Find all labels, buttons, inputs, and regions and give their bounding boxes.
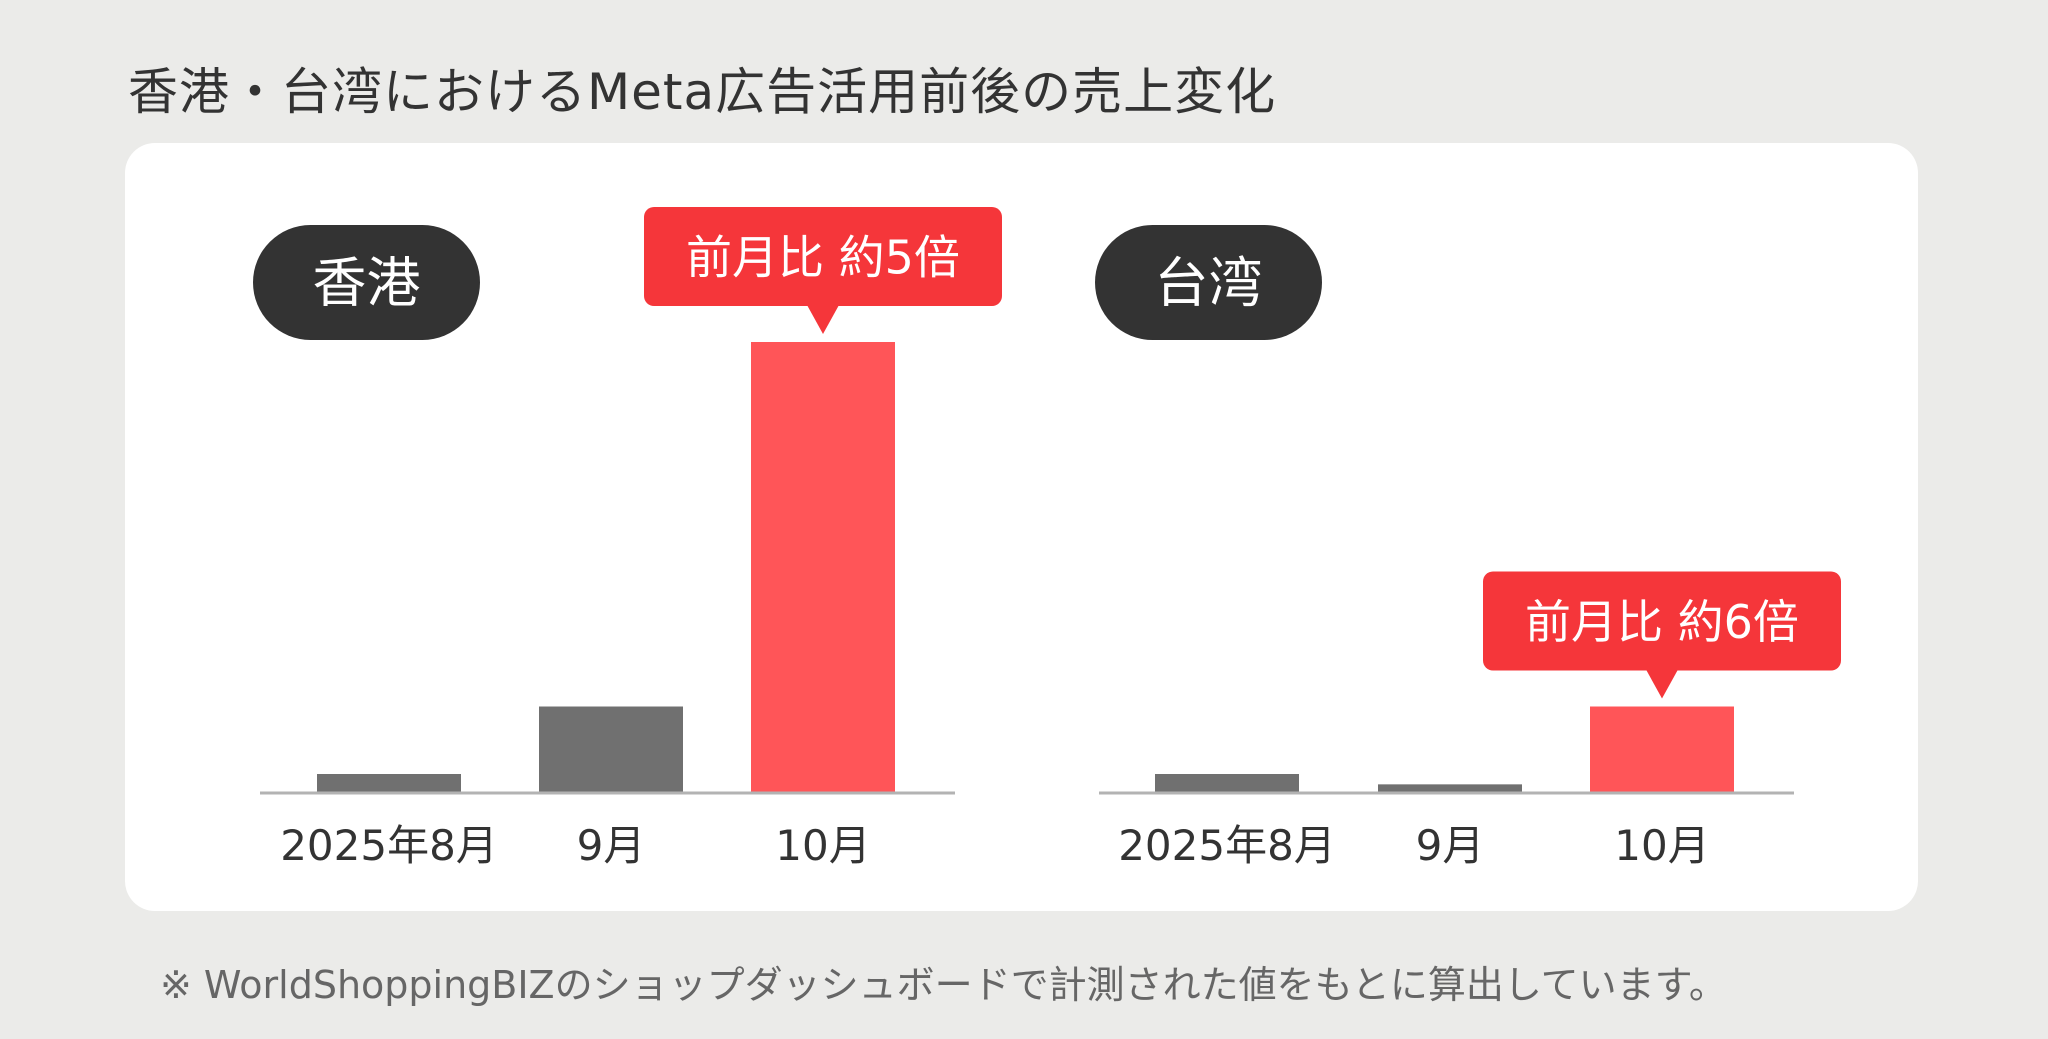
hk-tick-label-2: 9月 [577,821,646,870]
hk-bar-1 [317,774,461,792]
hk-callout-pointer [807,305,839,334]
page-title: 香港・台湾におけるMeta広告活用前後の売上変化 [128,63,1277,121]
tw-callout-pointer [1646,669,1678,699]
tw-tick-label-2: 9月 [1416,821,1485,870]
hk-callout-label: 前月比 約5倍 [686,231,960,285]
hk-tick-label-1: 2025年8月 [280,821,498,870]
hk-callout-box [644,207,1002,306]
hk-bar-2 [539,706,683,792]
tw-tick-label-1: 2025年8月 [1118,821,1336,870]
tw-bar-3 [1590,706,1734,792]
hk-region-pill [253,225,480,340]
hk-bar-3 [751,342,895,792]
tw-tick-label-3: 10月 [1614,821,1709,870]
tw-region-label: 台湾 [1155,252,1263,315]
tw-bar-2 [1378,784,1522,792]
tw-bar-1 [1155,774,1299,792]
footnote: ※ WorldShoppingBIZのショップダッシュボードで計測された値をもと… [160,963,1727,1007]
tw-region-pill [1095,225,1322,340]
tw-callout-box [1483,571,1841,671]
hk-tick-label-3: 10月 [775,821,870,870]
tw-callout-label: 前月比 約6倍 [1525,595,1799,649]
hk-region-label: 香港 [313,252,421,315]
